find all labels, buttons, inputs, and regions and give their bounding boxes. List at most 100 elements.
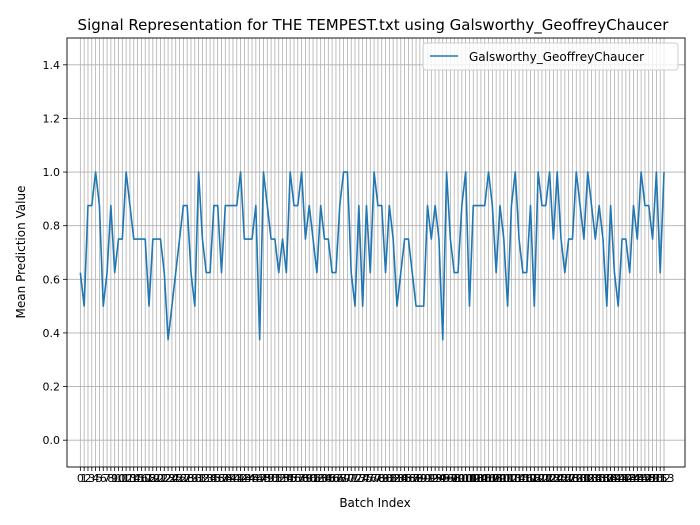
x-tick-label: 123 [539,472,560,485]
x-tick-label: 99 [451,472,465,485]
x-tick-label: 63 [314,472,328,485]
x-tick-label: 43 [237,472,251,485]
x-tick-label: 31 [192,472,206,485]
x-tick-label: 133 [577,472,598,485]
x-tick-label: 52 [272,472,286,485]
x-tick-label: 73 [352,472,366,485]
x-tick-label: 134 [581,472,602,485]
x-tick-label: 124 [543,472,564,485]
x-tick-label: 3 [88,472,95,485]
x-tick-label: 20 [150,472,164,485]
x-tick-label: 135 [585,472,606,485]
x-tick-label: 142 [612,472,633,485]
x-tick-label: 93 [428,472,442,485]
x-tick-label: 23 [161,472,175,485]
legend: Galsworthy_GeoffreyChaucer [422,42,679,71]
x-tick-label: 83 [390,472,404,485]
x-tick-label: 148 [634,472,655,485]
x-tick-label: 146 [627,472,648,485]
x-tick-label: 40 [226,472,240,485]
x-tick-label: 84 [394,472,408,485]
x-tick-label: 132 [573,472,594,485]
x-tick-label: 112 [497,472,518,485]
x-tick-label: 102 [459,472,480,485]
x-tick-label: 91 [421,472,435,485]
x-tick-label: 46 [249,472,263,485]
x-tick-label: 6 [100,472,107,485]
x-tick-label: 79 [375,472,389,485]
x-tick-label: 126 [551,472,572,485]
x-tick-label: 18 [142,472,156,485]
x-tick-label: 114 [505,472,526,485]
x-tick-label: 96 [440,472,454,485]
x-tick-label: 94 [432,472,446,485]
x-tick-label: 89 [413,472,427,485]
x-tick-label: 149 [638,472,659,485]
y-axis-label: Mean Prediction Value [14,186,28,319]
x-tick-label: 24 [165,472,179,485]
x-tick-label: 21 [153,472,167,485]
x-tick-label: 108 [482,472,503,485]
x-tick-label: 125 [547,472,568,485]
x-tick-label: 147 [631,472,652,485]
x-tick-label: 100 [451,472,472,485]
x-tick-label: 116 [512,472,533,485]
x-tick-label: 109 [486,472,507,485]
legend-box [422,42,679,71]
x-tick-label: 137 [592,472,613,485]
y-tick-label: 1.2 [43,112,61,125]
x-tick-label: 14 [127,472,141,485]
x-tick-label: 58 [295,472,309,485]
x-tick-label: 95 [436,472,450,485]
chart-title: Signal Representation for THE TEMPEST.tx… [78,16,670,35]
y-tick-label: 0.6 [43,273,61,286]
x-tick-label: 70 [340,472,354,485]
x-tick-label: 8 [107,472,114,485]
x-tick-label: 9 [111,472,118,485]
x-tick-label: 145 [623,472,644,485]
x-tick-label: 76 [363,472,377,485]
x-tick-label: 34 [203,472,217,485]
x-tick-label: 10 [112,472,126,485]
series-line [79,171,665,341]
x-tick-label: 82 [386,472,400,485]
x-tick-label: 54 [279,472,293,485]
x-tick-label: 75 [359,472,373,485]
x-tick-label: 5 [96,472,103,485]
x-tick-label: 11 [115,472,129,485]
x-tick-label: 151 [646,472,667,485]
x-tick-label: 49 [260,472,274,485]
x-tick-label: 106 [474,472,495,485]
x-tick-label: 17 [138,472,152,485]
y-tick-label: 0.0 [43,434,61,447]
x-tick-label: 45 [245,472,259,485]
x-tick-label: 136 [589,472,610,485]
x-tick-label: 141 [608,472,629,485]
x-tick-label: 131 [570,472,591,485]
x-tick-label: 27 [176,472,190,485]
x-tick-label: 97 [443,472,457,485]
x-tick-label: 51 [268,472,282,485]
x-tick-label: 78 [371,472,385,485]
x-tick-label: 118 [520,472,541,485]
x-tick-label: 42 [234,472,248,485]
x-tick-label: 74 [356,472,370,485]
x-tick-label: 47 [253,472,267,485]
x-tick-label: 53 [276,472,290,485]
x-tick-label: 127 [554,472,575,485]
x-tick-label: 2 [84,472,91,485]
x-tick-label: 140 [604,472,625,485]
x-tick-label: 61 [306,472,320,485]
x-tick-label: 60 [302,472,316,485]
x-tick-label: 130 [566,472,587,485]
x-tick-label: 62 [310,472,324,485]
x-tick-label: 30 [188,472,202,485]
x-tick-label: 122 [535,472,556,485]
x-tick-label: 15 [131,472,145,485]
y-tick-label: 1.0 [43,166,61,179]
series-layer [79,171,665,341]
x-tick-label: 128 [558,472,579,485]
x-tick-label: 26 [173,472,187,485]
legend-entry-label: Galsworthy_GeoffreyChaucer [469,50,644,64]
